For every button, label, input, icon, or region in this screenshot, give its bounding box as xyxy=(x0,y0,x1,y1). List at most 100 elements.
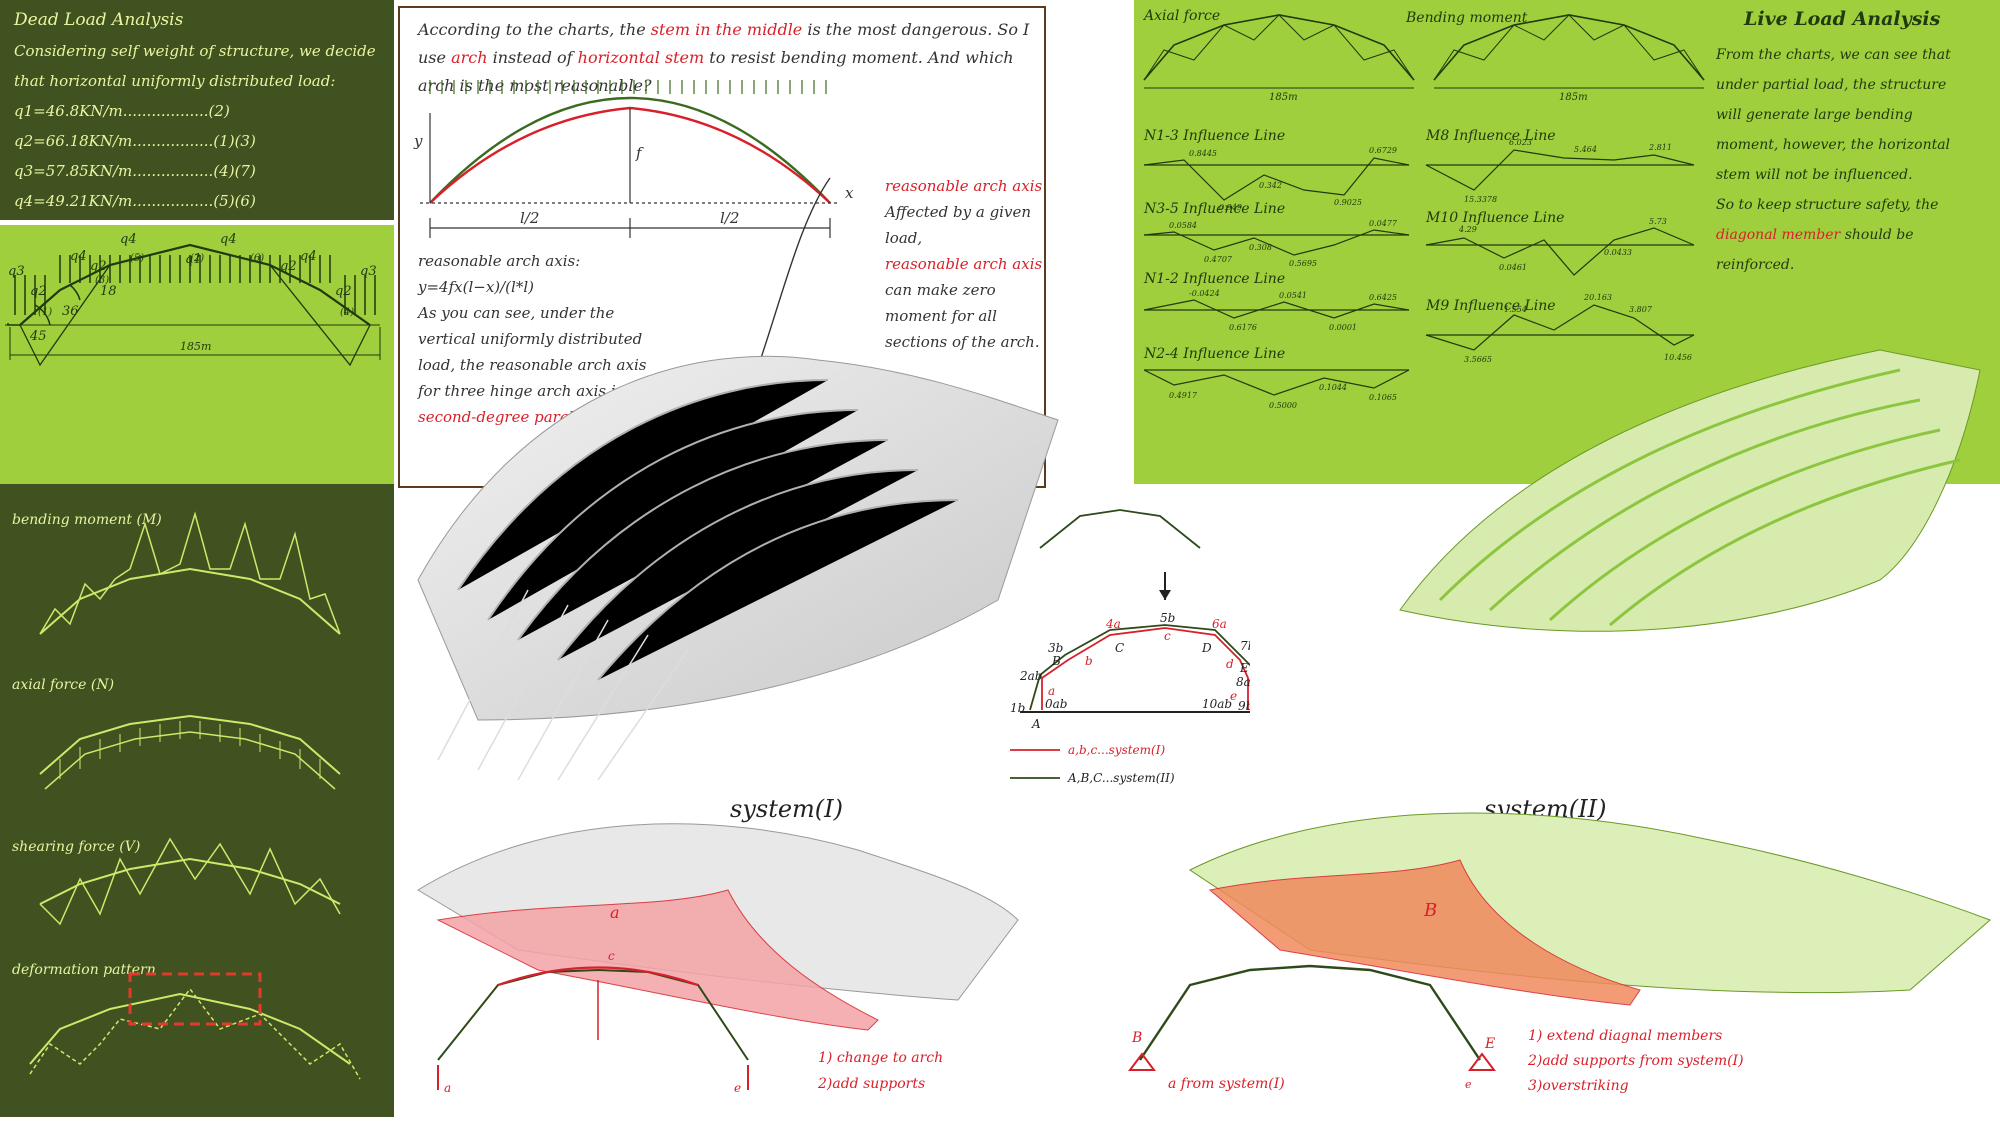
influence-value: 0.9025 xyxy=(1334,198,1362,207)
influence-value: 6.023 xyxy=(1509,138,1532,147)
system-ii-note: 1) extend diagnal members xyxy=(1528,1028,1722,1044)
influence-value: -0.0424 xyxy=(1189,289,1220,298)
shearing-force-label: shearing force (V) xyxy=(12,839,140,855)
system-ii-from-text: a from system(I) xyxy=(1168,1076,1285,1092)
arch-intro-paragraph: According to the charts, the stem in the… xyxy=(418,16,1030,100)
dead-load-intro: Considering self weight of structure, we… xyxy=(14,42,376,90)
live-load-text-1: From the charts, we can see that under p… xyxy=(1716,47,1951,183)
letter-label-red: b xyxy=(1085,654,1093,668)
influence-value: 0.6729 xyxy=(1369,146,1397,155)
q-label: q3 xyxy=(8,264,25,279)
influence-value: 0.342 xyxy=(1259,181,1282,190)
influence-value: 0.8445 xyxy=(1189,149,1217,158)
influence-value: 3.807 xyxy=(1629,305,1653,314)
shearing-force-diagram xyxy=(39,837,341,926)
green-structure-render xyxy=(1399,349,1981,632)
span-label-left: 185m xyxy=(1269,92,1298,103)
influence-value: 0.0433 xyxy=(1604,248,1632,257)
axial-force-diagram xyxy=(39,714,341,790)
influence-value: 1.554 xyxy=(1504,305,1527,314)
system-ii-truss xyxy=(1139,964,1481,1061)
point-label: 2ab xyxy=(1019,669,1042,683)
deformation-pattern-diagram xyxy=(29,972,361,1080)
load-q3: q3=57.85KN/m.................(4)(7) xyxy=(14,162,256,180)
influence-line-n1-3 xyxy=(1143,157,1410,201)
influence-line-title: N1-2 Influence Line xyxy=(1143,271,1285,287)
force-diagrams-panel: bending moment (M) axial force (N) shear… xyxy=(0,484,394,1117)
system-ii-surface-marker: B xyxy=(1423,900,1437,921)
half-span-right: l/2 xyxy=(720,209,739,227)
influence-value: 0.4917 xyxy=(1169,391,1198,400)
system-i-marker-e: e xyxy=(734,1081,741,1095)
arch-intro-part: According to the charts, the xyxy=(418,20,651,39)
axial-truss-diagram xyxy=(1143,14,1415,89)
member-label: (5) xyxy=(130,253,144,264)
angle-label: 18 xyxy=(100,284,117,299)
system-i-arch xyxy=(1041,627,1249,710)
live-load-title: Live Load Analysis xyxy=(1744,8,1941,30)
influence-value: 20.163 xyxy=(1583,293,1612,302)
influence-line-n1-2 xyxy=(1143,299,1410,319)
influence-value: 3.5665 xyxy=(1464,355,1492,364)
q-label: q4 xyxy=(300,249,317,264)
arch-intro-part: to resist bending moment. And which arch… xyxy=(418,48,1014,95)
q-label: q4 xyxy=(220,232,237,247)
letter-label-red: d xyxy=(1226,657,1234,671)
member-label: (4) xyxy=(340,307,354,318)
influence-value: 0.6176 xyxy=(1229,323,1257,332)
side-note-red: reasonable arch axis xyxy=(885,255,1043,273)
letter-label: C xyxy=(1115,641,1124,655)
letter-label: D xyxy=(1201,641,1212,655)
influence-line-title: N2-4 Influence Line xyxy=(1143,346,1285,362)
letter-label-red: e xyxy=(1230,689,1237,703)
system-i-red-surface xyxy=(436,889,879,1031)
influence-value: 0.0584 xyxy=(1169,221,1197,230)
legend-system-ii: A,B,C...system(II) xyxy=(1067,771,1175,785)
live-load-text: From the charts, we can see that under p… xyxy=(1716,40,1966,280)
live-load-text-red: diagonal member xyxy=(1716,227,1841,243)
influence-value: 0.1065 xyxy=(1369,393,1397,402)
arch-intro-highlight: arch xyxy=(451,48,488,67)
influence-value: 4.29 xyxy=(1458,225,1477,234)
q-label: q2 xyxy=(280,259,297,274)
influence-value: 0.1044 xyxy=(1319,383,1347,392)
letter-label: E xyxy=(1239,661,1249,675)
point-label: 1b xyxy=(1010,701,1025,715)
angle-label: 45 xyxy=(29,329,47,344)
side-note-text: Affected by a given load, xyxy=(885,203,1031,247)
dead-load-svg: q4 q4 q3 q2 q2 q1 q2 q4 q4 q3 q2 (1) (3)… xyxy=(5,232,381,367)
member-label: (2) xyxy=(190,253,204,264)
arch-intro-highlight: horizontal stem xyxy=(577,48,705,67)
formula-explanation: As you can see, under the vertical unifo… xyxy=(418,304,647,400)
point-label: 0ab xyxy=(1045,697,1067,711)
point-label: 9b xyxy=(1238,699,1250,713)
system-i-marker-a: a xyxy=(444,1081,451,1095)
system-ii-note: 2)add supports from system(I) xyxy=(1527,1053,1744,1069)
point-label: 7b xyxy=(1240,639,1250,653)
bending-moment-label: bending moment (M) xyxy=(12,512,162,528)
influence-value: 0.5695 xyxy=(1289,259,1317,268)
system-i-marker-c: c xyxy=(608,949,615,963)
axial-force-label: axial force (N) xyxy=(12,677,114,693)
systems-comparison-diagram: 1b 2ab 3b 4a 5b 6a 7b 8ab 9b 10ab 0ab A … xyxy=(1010,509,1250,785)
influence-line-n3-5 xyxy=(1143,229,1410,256)
system-i-arch xyxy=(497,966,699,987)
influence-value: 0.0541 xyxy=(1279,291,1307,300)
top-truss xyxy=(1039,509,1201,549)
system-ii-supports xyxy=(1128,1052,1496,1071)
influence-line-m8 xyxy=(1425,149,1695,191)
point-label: 6a xyxy=(1212,617,1227,631)
system-ii-red-surface xyxy=(1208,859,1641,1006)
rise-f-label: f xyxy=(635,144,644,162)
influence-value: 15.3378 xyxy=(1464,195,1497,204)
point-label: 8ab xyxy=(1236,675,1250,689)
dead-load-panel: Dead Load Analysis Considering self weig… xyxy=(0,0,394,220)
load-q2: q2=66.18KN/m.................(1)(3) xyxy=(14,132,256,150)
point-label: 4a xyxy=(1105,617,1121,631)
influence-value: 0.0461 xyxy=(1499,263,1527,272)
influence-value: 0.949 xyxy=(1219,203,1242,212)
arch-intro-highlight: stem in the middle xyxy=(650,20,803,39)
arch-axis-svg: y x f l/2 l/2 xyxy=(413,80,854,469)
system-i-title: system(I) xyxy=(730,795,844,823)
load-q4: q4=49.21KN/m.................(5)(6) xyxy=(14,192,256,210)
